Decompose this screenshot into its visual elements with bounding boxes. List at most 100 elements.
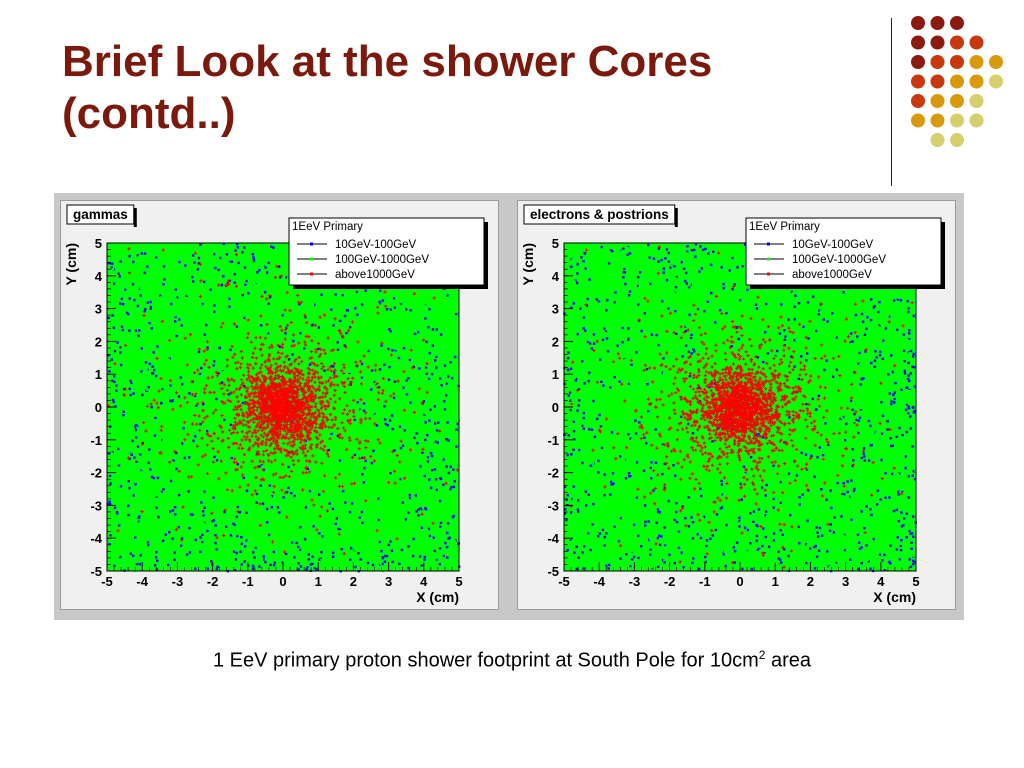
data-point-above1000gev <box>239 407 243 412</box>
data-point-100gev-1000gev <box>322 317 325 321</box>
data-point-above1000gev <box>238 385 243 389</box>
data-point-10gev-100gev <box>190 275 194 279</box>
data-point-10gev-100gev <box>686 250 689 253</box>
data-point-100gev-1000gev <box>708 349 711 352</box>
data-point-100gev-1000gev <box>857 467 860 470</box>
data-point-100gev-1000gev <box>405 312 408 315</box>
data-point-10gev-100gev <box>138 515 141 518</box>
data-point-10gev-100gev <box>173 320 177 323</box>
data-point-10gev-100gev <box>445 438 449 441</box>
data-point-10gev-100gev <box>900 511 903 514</box>
data-point-100gev-1000gev <box>693 446 696 449</box>
data-point-100gev-1000gev <box>411 465 415 468</box>
data-point-above1000gev <box>292 343 296 348</box>
data-point-above1000gev <box>303 443 307 447</box>
data-point-100gev-1000gev <box>235 306 238 310</box>
data-point-above1000gev <box>246 401 250 405</box>
data-point-10gev-100gev <box>201 533 204 537</box>
data-point-100gev-1000gev <box>451 304 454 307</box>
data-point-above1000gev <box>293 424 297 428</box>
data-point-10gev-100gev <box>120 325 124 329</box>
data-point-above1000gev <box>376 385 380 390</box>
data-point-10gev-100gev <box>401 501 405 504</box>
data-point-100gev-1000gev <box>242 280 246 284</box>
data-point-above1000gev <box>320 505 324 509</box>
data-point-100gev-1000gev <box>401 336 404 339</box>
data-point-100gev-1000gev <box>431 301 435 305</box>
data-point-100gev-1000gev <box>630 560 633 563</box>
data-point-100gev-1000gev <box>216 383 219 386</box>
data-point-100gev-1000gev <box>446 494 450 497</box>
data-point-10gev-100gev <box>756 356 760 359</box>
data-point-100gev-1000gev <box>381 379 385 383</box>
data-point-100gev-1000gev <box>126 495 129 498</box>
data-point-10gev-100gev <box>783 329 786 332</box>
data-point-above1000gev <box>321 415 326 420</box>
data-point-above1000gev <box>264 410 268 414</box>
data-point-10gev-100gev <box>850 518 853 522</box>
data-point-above1000gev <box>265 401 269 405</box>
data-point-100gev-1000gev <box>123 483 127 487</box>
data-point-10gev-100gev <box>445 465 448 468</box>
data-point-above1000gev <box>253 404 257 408</box>
data-point-10gev-100gev <box>361 521 364 525</box>
data-point-10gev-100gev <box>582 427 585 430</box>
data-point-100gev-1000gev <box>451 335 454 338</box>
data-point-100gev-1000gev <box>120 375 123 378</box>
data-point-10gev-100gev <box>576 508 579 511</box>
data-point-10gev-100gev <box>206 529 209 533</box>
data-point-10gev-100gev <box>857 431 860 435</box>
data-point-10gev-100gev <box>903 360 906 363</box>
data-point-10gev-100gev <box>909 349 913 353</box>
data-point-100gev-1000gev <box>161 368 164 371</box>
data-point-above1000gev <box>380 391 384 395</box>
data-point-100gev-1000gev <box>129 410 133 414</box>
data-point-100gev-1000gev <box>635 301 638 305</box>
data-point-100gev-1000gev <box>245 503 248 506</box>
data-point-10gev-100gev <box>880 432 884 435</box>
data-point-above1000gev <box>409 348 413 352</box>
data-point-100gev-1000gev <box>343 310 346 313</box>
data-point-above1000gev <box>297 362 301 366</box>
data-point-100gev-1000gev <box>346 527 349 530</box>
data-point-10gev-100gev <box>226 282 230 285</box>
data-point-above1000gev <box>245 411 249 415</box>
data-point-above1000gev <box>317 409 321 413</box>
data-point-above1000gev <box>383 290 387 294</box>
data-point-10gev-100gev <box>222 275 225 278</box>
data-point-above1000gev <box>310 339 314 343</box>
data-point-10gev-100gev <box>661 371 665 375</box>
data-point-above1000gev <box>173 449 177 454</box>
data-point-10gev-100gev <box>264 266 267 269</box>
data-point-above1000gev <box>258 366 263 370</box>
data-point-10gev-100gev <box>881 357 884 361</box>
data-point-above1000gev <box>301 373 305 377</box>
data-point-100gev-1000gev <box>155 382 158 385</box>
data-point-100gev-1000gev <box>410 312 413 315</box>
data-point-above1000gev <box>222 383 226 387</box>
data-point-above1000gev <box>273 371 278 375</box>
data-point-100gev-1000gev <box>668 423 672 426</box>
data-point-above1000gev <box>279 398 283 403</box>
plot-area <box>106 242 461 573</box>
data-point-10gev-100gev <box>173 551 176 554</box>
data-point-10gev-100gev <box>861 377 864 381</box>
data-point-10gev-100gev <box>861 320 865 324</box>
data-point-100gev-1000gev <box>326 462 329 465</box>
data-point-above1000gev <box>392 469 397 473</box>
data-point-100gev-1000gev <box>183 384 186 388</box>
data-point-10gev-100gev <box>644 524 647 527</box>
data-point-10gev-100gev <box>686 422 690 426</box>
data-point-100gev-1000gev <box>147 242 150 245</box>
data-point-10gev-100gev <box>173 513 177 516</box>
data-point-above1000gev <box>260 353 264 357</box>
data-point-above1000gev <box>251 387 255 391</box>
data-point-100gev-1000gev <box>601 284 604 287</box>
data-point-10gev-100gev <box>696 533 699 536</box>
data-point-10gev-100gev <box>905 430 908 434</box>
data-point-above1000gev <box>345 412 350 416</box>
data-point-100gev-1000gev <box>112 486 115 489</box>
data-point-100gev-1000gev <box>581 307 584 310</box>
data-point-above1000gev <box>279 274 284 278</box>
data-point-above1000gev <box>235 422 240 426</box>
